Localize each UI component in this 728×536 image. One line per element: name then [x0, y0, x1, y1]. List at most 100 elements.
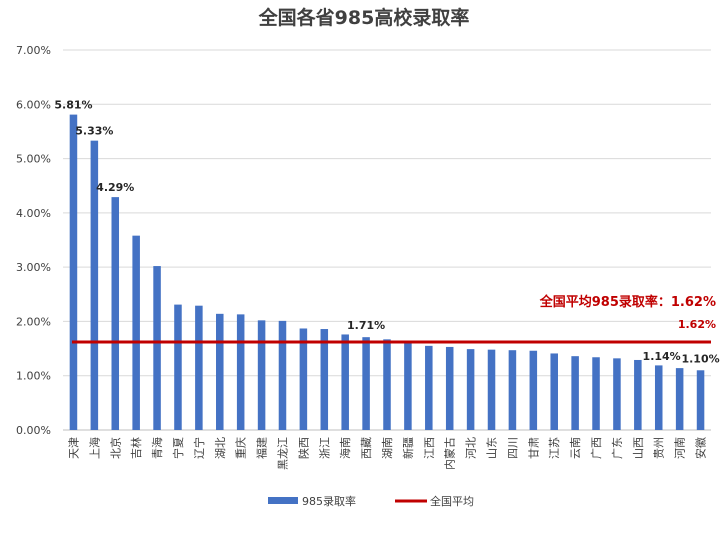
x-tick-label: 北京	[108, 437, 122, 459]
bar	[404, 340, 412, 430]
bar	[195, 305, 203, 430]
x-tick-text: 河北	[465, 437, 478, 459]
x-tick-label: 湖北	[214, 437, 227, 459]
x-tick-label: 甘肃	[527, 437, 540, 459]
bar	[383, 339, 391, 430]
bar	[341, 334, 349, 430]
x-tick-label: 内蒙古	[443, 437, 457, 470]
x-tick-text: 重庆	[234, 437, 248, 459]
x-tick-text: 贵州	[653, 437, 666, 459]
x-axis-ticks: 天津 上海 北京 吉林 青海 宁夏 辽宁 湖北 重庆 福建 黑龙江 陕西 浙江 海南 西藏 湖南 新疆 江西 内蒙古…	[67, 437, 707, 470]
average-value-label: 1.62%	[678, 318, 716, 331]
gridlines	[63, 49, 711, 431]
x-tick-label: 贵州	[653, 437, 666, 459]
y-tick-label: 1.00%	[16, 370, 51, 383]
legend-swatch-bars	[268, 497, 298, 504]
x-tick-label: 四川	[506, 437, 519, 459]
x-tick-label: 江苏	[548, 437, 561, 459]
x-tick-label: 福建	[255, 437, 269, 459]
x-tick-text: 湖北	[214, 437, 227, 459]
bar	[362, 337, 370, 430]
x-tick-text: 海南	[338, 437, 352, 459]
bar	[216, 313, 224, 430]
bar	[299, 328, 308, 430]
y-tick-label: 3.00%	[16, 261, 51, 274]
x-tick-label: 山东	[486, 437, 499, 459]
x-tick-text: 福建	[255, 437, 269, 459]
x-tick-text: 浙江	[318, 437, 331, 459]
x-tick-label: 陕西	[296, 437, 310, 459]
x-tick-label: 辽宁	[192, 437, 206, 459]
y-tick-label: 7.00%	[16, 44, 51, 57]
x-tick-text: 北京	[108, 437, 122, 459]
data-label: 5.81%	[54, 99, 92, 112]
bar	[466, 349, 475, 430]
data-label: 1.10%	[681, 352, 719, 365]
x-tick-text: 吉林	[129, 437, 143, 459]
x-tick-text: 西藏	[360, 437, 373, 459]
legend: 985录取率 全国平均	[268, 494, 474, 508]
x-tick-label: 广东	[611, 437, 624, 459]
y-tick-label: 5.00%	[16, 153, 51, 166]
x-tick-label: 湖南	[381, 437, 394, 459]
bar	[634, 359, 642, 430]
x-tick-text: 内蒙古	[443, 437, 457, 470]
x-tick-text: 广西	[590, 437, 603, 459]
x-tick-text: 青海	[150, 437, 164, 459]
x-tick-text: 陕西	[296, 437, 310, 459]
bar	[613, 358, 621, 430]
x-tick-text: 辽宁	[192, 437, 206, 459]
data-label: 5.33%	[75, 125, 113, 138]
y-tick-label: 2.00%	[16, 315, 51, 328]
bar	[153, 266, 161, 430]
legend-label-bars: 985录取率	[302, 494, 356, 508]
x-tick-label: 新疆	[401, 437, 415, 459]
data-label: 4.29%	[96, 181, 134, 194]
bar	[132, 235, 140, 430]
bar	[654, 365, 663, 430]
x-tick-label: 浙江	[318, 437, 331, 459]
bar	[320, 329, 329, 430]
x-tick-text: 江苏	[548, 437, 561, 459]
x-tick-text: 新疆	[401, 437, 415, 459]
bar	[174, 304, 182, 430]
x-tick-label: 广西	[590, 437, 603, 459]
bar	[425, 345, 433, 430]
x-tick-text: 天津	[67, 437, 80, 459]
y-tick-label: 4.00%	[16, 207, 51, 220]
x-tick-label: 安徽	[694, 437, 708, 459]
bar	[90, 140, 99, 430]
x-tick-text: 宁夏	[171, 437, 185, 459]
x-tick-text: 河南	[674, 437, 687, 459]
bar	[487, 349, 496, 430]
legend-label-average: 全国平均	[430, 494, 474, 508]
x-tick-label: 江西	[423, 437, 436, 459]
bar	[529, 350, 538, 430]
x-tick-text: 甘肃	[527, 437, 540, 459]
data-labels: 5.81% 5.33% 4.29% 1.71% 1.14% 1.10%	[54, 99, 719, 366]
x-tick-text: 山东	[486, 437, 499, 459]
x-tick-label: 山西	[632, 437, 645, 459]
bar	[571, 356, 579, 430]
x-tick-label: 重庆	[234, 437, 248, 459]
x-tick-text: 黑龙江	[276, 437, 289, 470]
x-tick-label: 河北	[465, 437, 478, 459]
x-tick-label: 云南	[569, 437, 582, 459]
x-tick-text: 安徽	[694, 437, 708, 459]
bar	[69, 114, 78, 430]
x-tick-label: 黑龙江	[276, 437, 289, 470]
x-tick-label: 天津	[67, 437, 80, 459]
x-tick-text: 四川	[506, 437, 519, 459]
bar	[550, 353, 558, 430]
bar	[111, 197, 120, 430]
x-tick-text: 广东	[611, 437, 624, 459]
chart-title: 全国各省985高校录取率	[258, 6, 470, 29]
x-tick-text: 湖南	[381, 437, 394, 459]
x-tick-text: 上海	[87, 437, 101, 459]
y-axis-ticks: 0.00% 1.00% 2.00% 3.00% 4.00% 5.00% 6.00% 7.00%	[16, 44, 51, 437]
x-tick-text: 山西	[632, 437, 645, 459]
x-tick-label: 海南	[338, 437, 352, 459]
data-label: 1.14%	[643, 350, 681, 363]
